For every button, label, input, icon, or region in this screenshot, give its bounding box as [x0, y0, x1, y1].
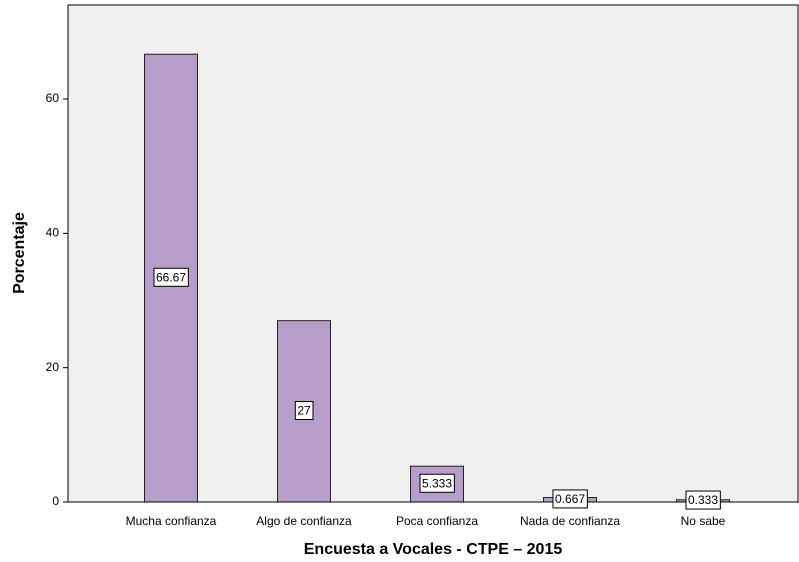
data-label-box — [153, 267, 189, 287]
data-label: 27 — [297, 404, 311, 418]
x-tick-label: No sabe — [681, 514, 726, 528]
x-axis-title: Encuesta a Vocales - CTPE – 2015 — [304, 541, 563, 558]
data-label-box — [419, 473, 455, 493]
x-tick-label: Nada de confianza — [520, 514, 620, 528]
x-tick-label: Poca confianza — [396, 514, 478, 528]
data-label: 0.667 — [555, 492, 585, 506]
data-label-box — [685, 490, 721, 510]
x-tick-label: Algo de confianza — [256, 514, 352, 528]
data-label: 5.333 — [422, 476, 452, 490]
y-axis-title: Porcentaje — [11, 212, 28, 294]
y-tick-label: 60 — [46, 91, 60, 105]
x-tick-label: Mucha confianza — [126, 514, 217, 528]
data-label: 66.67 — [156, 270, 186, 284]
y-tick-label: 0 — [52, 494, 59, 508]
data-label-box — [552, 489, 588, 509]
y-tick-label: 40 — [46, 226, 60, 240]
data-label-box — [294, 401, 314, 421]
y-tick-label: 20 — [46, 360, 60, 374]
data-label: 0.333 — [688, 493, 718, 507]
